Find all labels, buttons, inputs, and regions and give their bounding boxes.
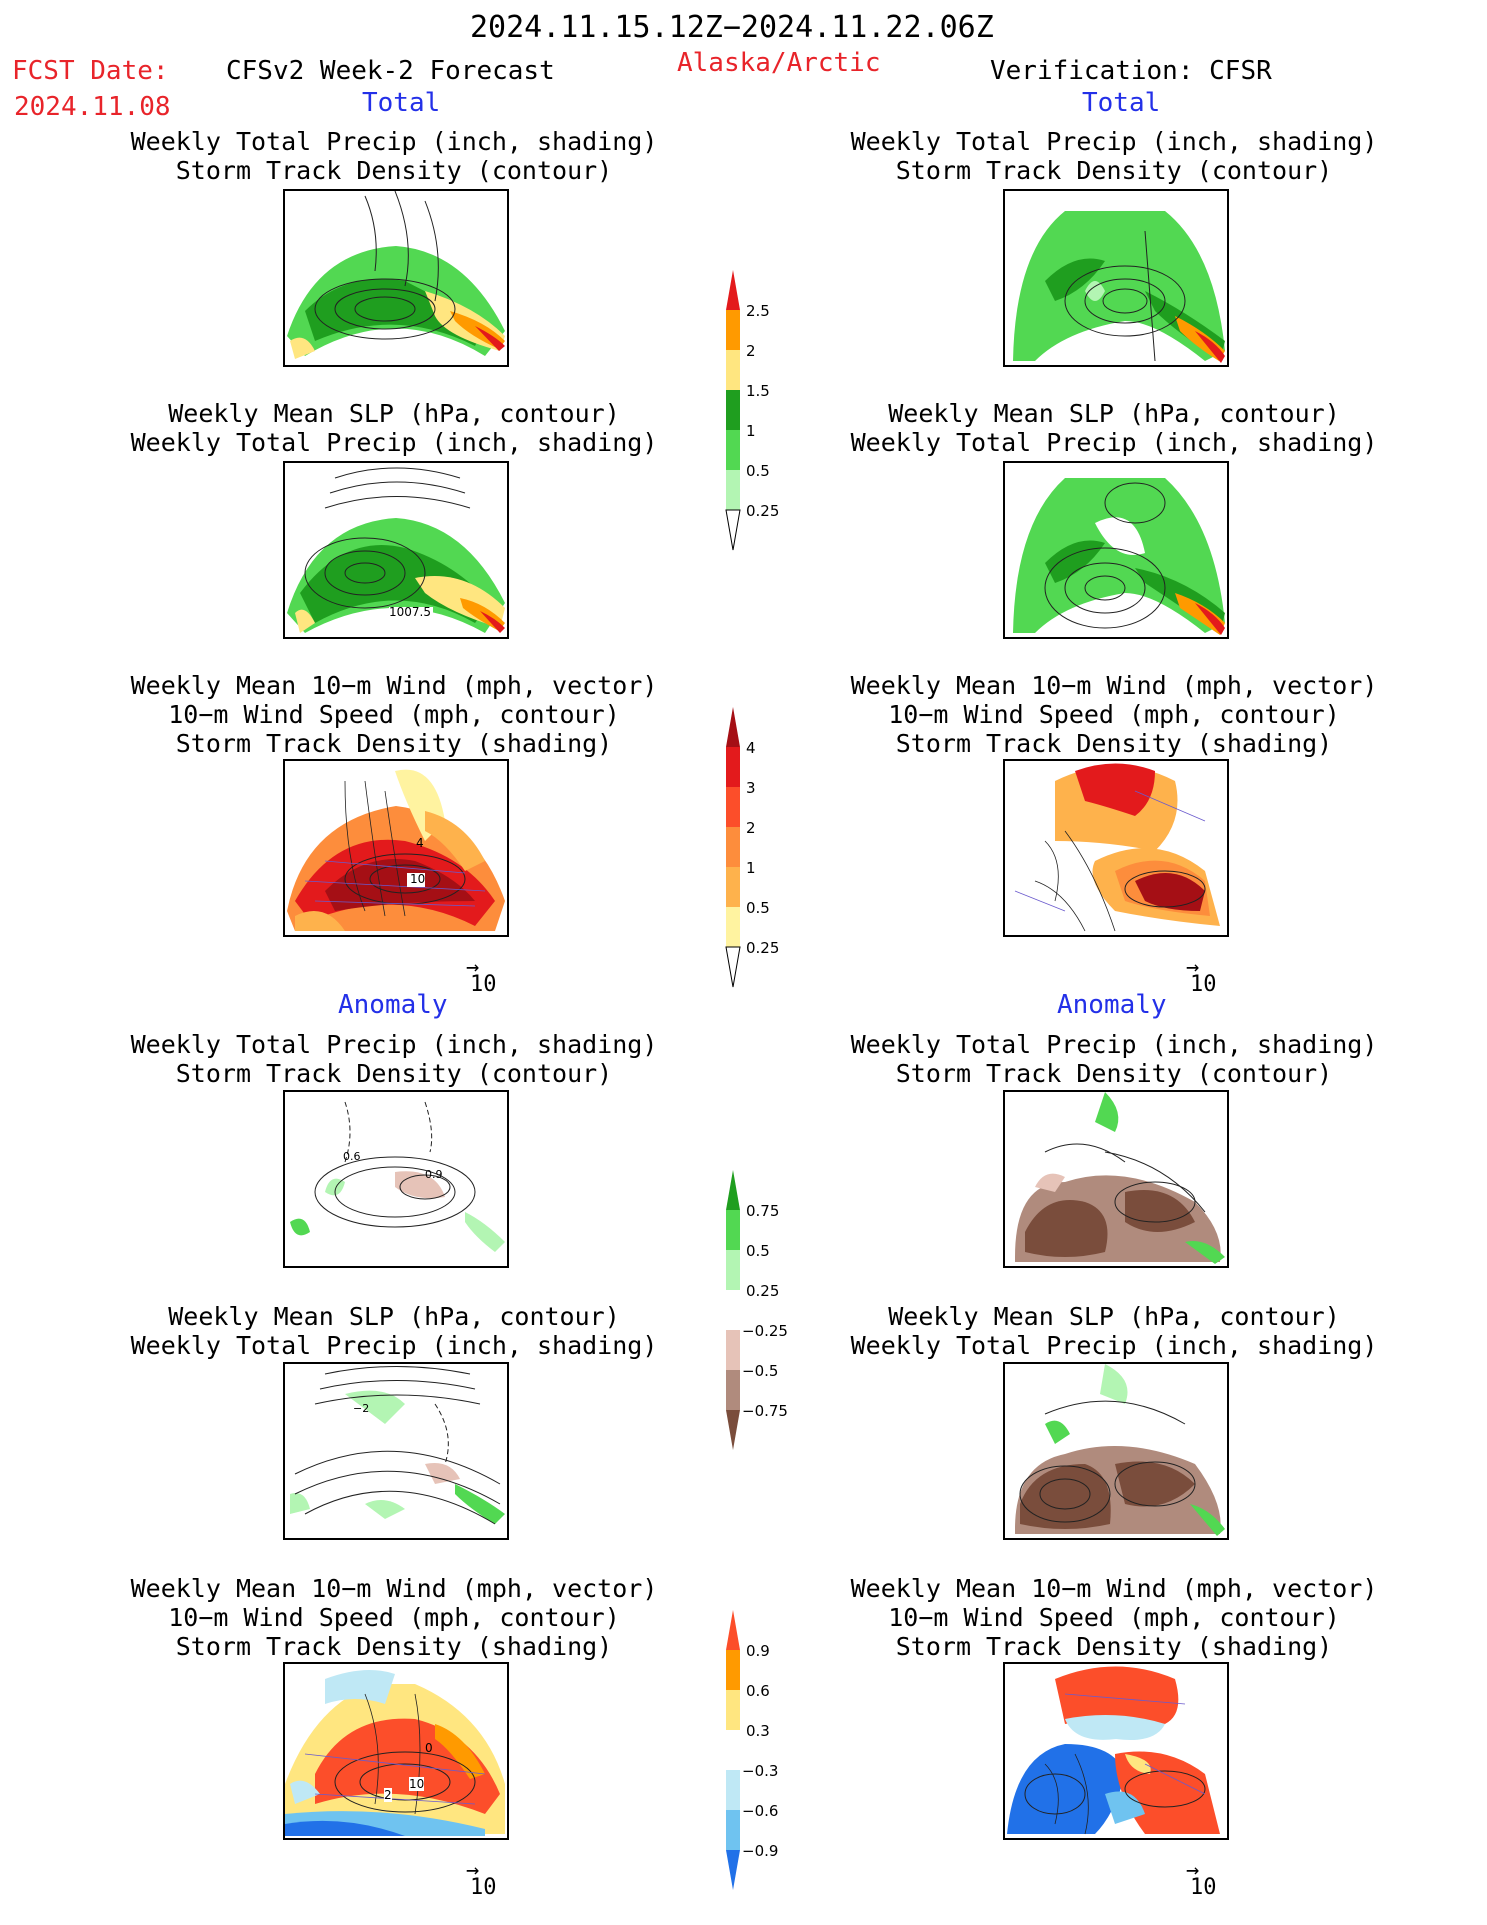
colorbar-label: 1.5 — [746, 382, 770, 400]
colorbar-storm-anom: 0.9 0.6 0.3 −0.3 −0.6 −0.9 — [724, 1610, 778, 1904]
colorbar-precip-anom: 0.75 0.5 0.25 −0.25 −0.5 −0.75 — [724, 1170, 788, 1464]
colorbar-label: 0.5 — [746, 1242, 770, 1260]
map-panel-wind-verif — [1003, 759, 1229, 937]
map-panel-precip-storm-fcst — [283, 189, 509, 367]
colorbar-label: −0.3 — [742, 1762, 779, 1780]
colorbar-label: 0.25 — [746, 939, 780, 957]
model-title: CFSv2 Week-2 Forecast — [226, 56, 555, 86]
vector-reference-arrow: → — [1186, 955, 1200, 980]
colorbar-label: 2 — [746, 819, 756, 837]
contour-label: 0.9 — [425, 1168, 443, 1181]
colorbar-label: 0.75 — [746, 1202, 780, 1220]
section-anomaly-right: Anomaly — [1057, 990, 1167, 1020]
panel-title: Weekly Mean SLP (hPa, contour) Weekly Tot… — [850, 1302, 1378, 1360]
contour-label: 0 — [425, 1741, 433, 1755]
map-panel-wind-anom-verif — [1003, 1662, 1229, 1840]
section-total-right: Total — [1082, 88, 1161, 118]
vector-reference-label: 10 — [1190, 1875, 1217, 1900]
colorbar-label: 2 — [746, 342, 756, 360]
vector-reference-label: 10 — [470, 972, 497, 997]
map-panel-wind-fcst: 10 4 — [283, 759, 509, 937]
panel-title: Weekly Mean SLP (hPa, contour) Weekly Tot… — [850, 399, 1378, 457]
panel-title: Weekly Mean SLP (hPa, contour) Weekly Tot… — [130, 1302, 658, 1360]
colorbar-label: 1 — [746, 859, 756, 877]
map-panel-precip-storm-anom-fcst: 0.6 0.9 — [283, 1090, 509, 1268]
panel-title: Weekly Mean 10−m Wind (mph, vector) 10−m … — [850, 1574, 1378, 1661]
fcst-date-label: FCST Date: — [12, 56, 169, 86]
colorbar-label: −0.6 — [742, 1802, 779, 1820]
colorbar-storm-total: 4 3 2 1 0.5 0.25 — [724, 707, 779, 995]
colorbar-label: 1 — [746, 422, 756, 440]
contour-label: 10 — [409, 1777, 425, 1791]
colorbar-label: −0.75 — [742, 1402, 788, 1420]
contour-label: 4 — [416, 836, 424, 850]
vector-reference-label: 10 — [470, 1875, 497, 1900]
panel-title: Weekly Mean SLP (hPa, contour) Weekly Tot… — [130, 399, 658, 457]
map-panel-slp-precip-anom-fcst: −2 — [283, 1362, 509, 1540]
verification-title: Verification: CFSR — [990, 56, 1272, 86]
panel-title: Weekly Total Precip (inch, shading) Storm… — [130, 127, 658, 185]
vector-reference-arrow: → — [1186, 1858, 1200, 1883]
colorbar-label: 4 — [746, 739, 756, 757]
vector-reference-label: 10 — [1190, 972, 1217, 997]
colorbar-label: 0.3 — [746, 1722, 770, 1740]
section-total-left: Total — [362, 88, 441, 118]
vector-reference-arrow: → — [466, 955, 480, 980]
colorbar-label: 0.9 — [746, 1642, 770, 1660]
region-title: Alaska/Arctic — [677, 48, 881, 78]
colorbar-label: 0.25 — [746, 502, 780, 520]
colorbar-precip-total: 2.5 2 1.5 1 0.5 0.25 — [724, 270, 779, 558]
map-panel-precip-storm-verif — [1003, 189, 1229, 367]
colorbar-label: 0.25 — [746, 1282, 780, 1300]
map-panel-slp-precip-anom-verif — [1003, 1362, 1229, 1540]
colorbar-label: −0.9 — [742, 1842, 779, 1860]
colorbar-label: 2.5 — [746, 302, 770, 320]
colorbar-label: −0.25 — [742, 1322, 788, 1340]
section-anomaly-left: Anomaly — [338, 990, 448, 1020]
map-panel-slp-precip-verif — [1003, 461, 1229, 639]
contour-label: 1007.5 — [389, 605, 431, 619]
map-panel-wind-anom-fcst: 10 2 0 — [283, 1662, 509, 1840]
colorbar-label: 0.6 — [746, 1682, 770, 1700]
period-title: 2024.11.15.12Z−2024.11.22.06Z — [470, 10, 994, 45]
panel-title: Weekly Total Precip (inch, shading) Storm… — [850, 127, 1378, 185]
colorbar-label: 0.5 — [746, 899, 770, 917]
contour-label: −2 — [353, 1402, 370, 1415]
colorbar-label: −0.5 — [742, 1362, 779, 1380]
panel-title: Weekly Total Precip (inch, shading) Storm… — [850, 1030, 1378, 1088]
vector-reference-arrow: → — [466, 1858, 480, 1883]
map-panel-precip-storm-anom-verif — [1003, 1090, 1229, 1268]
panel-title: Weekly Mean 10−m Wind (mph, vector) 10−m … — [130, 671, 658, 758]
panel-title: Weekly Mean 10−m Wind (mph, vector) 10−m … — [130, 1574, 658, 1661]
colorbar-label: 0.5 — [746, 462, 770, 480]
fcst-date-value: 2024.11.08 — [14, 92, 171, 122]
panel-title: Weekly Mean 10−m Wind (mph, vector) 10−m … — [850, 671, 1378, 758]
colorbar-label: 3 — [746, 779, 756, 797]
contour-label: 0.6 — [343, 1150, 361, 1163]
map-panel-slp-precip-fcst: 1007.5 — [283, 461, 509, 639]
contour-label: 10 — [410, 872, 426, 886]
contour-label: 2 — [384, 1788, 392, 1802]
panel-title: Weekly Total Precip (inch, shading) Storm… — [130, 1030, 658, 1088]
